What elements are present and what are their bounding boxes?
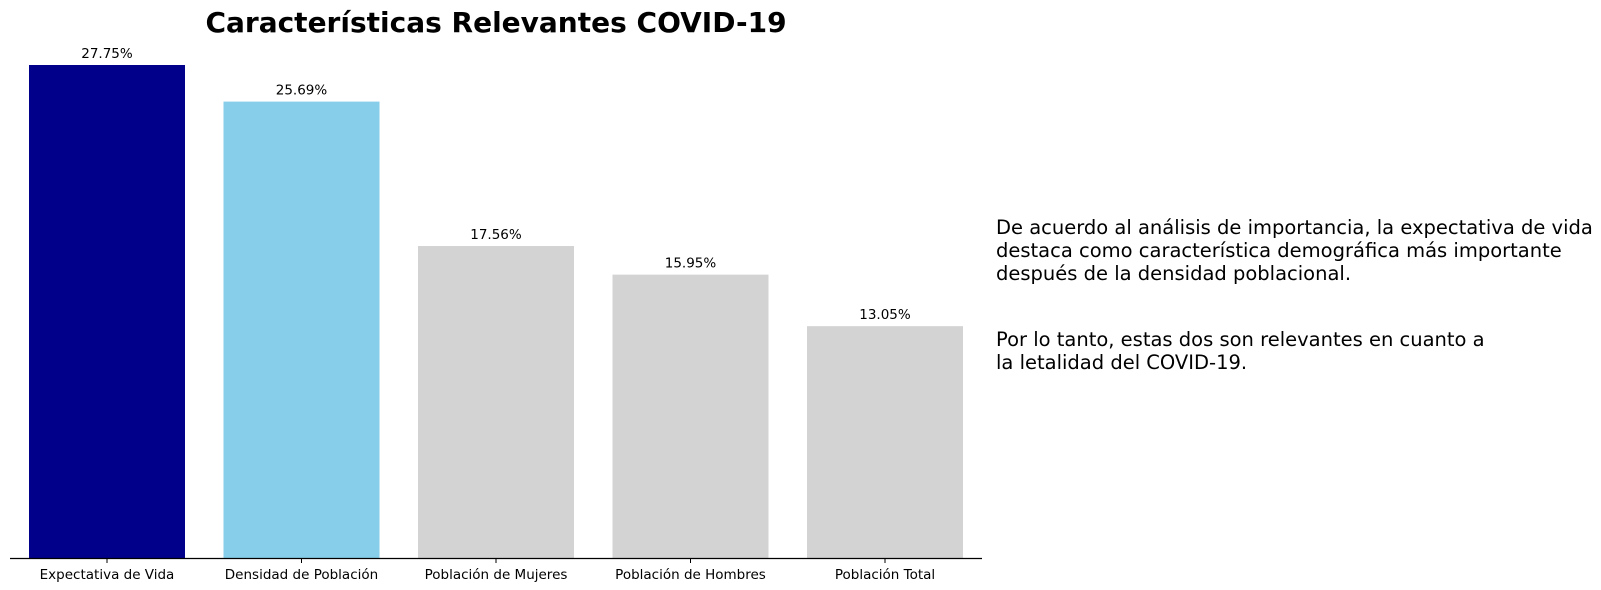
chart-title: Características Relevantes COVID-19	[205, 6, 786, 39]
bars-group	[29, 65, 963, 559]
value-label-poblacion-de-mujeres: 17.56%	[470, 227, 522, 243]
bar-poblacion-de-hombres	[612, 274, 769, 558]
x-tick-label-poblacion-total: Población Total	[835, 567, 935, 583]
x-tick-label-poblacion-de-mujeres: Población de Mujeres	[425, 567, 568, 583]
value-label-densidad-de-poblacion: 25.69%	[276, 83, 328, 99]
bar-expectativa-de-vida	[29, 65, 185, 558]
annotation-text-2: Por lo tanto, estas dos son relevantes e…	[996, 328, 1485, 374]
value-label-poblacion-total: 13.05%	[859, 307, 911, 323]
value-label-poblacion-de-hombres: 15.95%	[665, 256, 717, 272]
value-label-expectativa-de-vida: 27.75%	[81, 46, 133, 62]
bar-poblacion-total	[807, 326, 963, 558]
value-labels-group: 27.75% 25.69% 17.56% 15.95% 13.05%	[81, 46, 911, 323]
bar-poblacion-de-mujeres	[418, 246, 574, 559]
annotation-text-1: De acuerdo al análisis de importancia, l…	[996, 216, 1593, 285]
x-tick-label-poblacion-de-hombres: Población de Hombres	[615, 567, 766, 583]
x-tick-label-densidad-de-poblacion: Densidad de Población	[225, 567, 378, 583]
x-tick-label-expectativa-de-vida: Expectativa de Vida	[40, 567, 175, 583]
bar-densidad-de-poblacion	[223, 101, 380, 559]
x-tick-group: Expectativa de Vida Densidad de Población…	[40, 558, 935, 583]
